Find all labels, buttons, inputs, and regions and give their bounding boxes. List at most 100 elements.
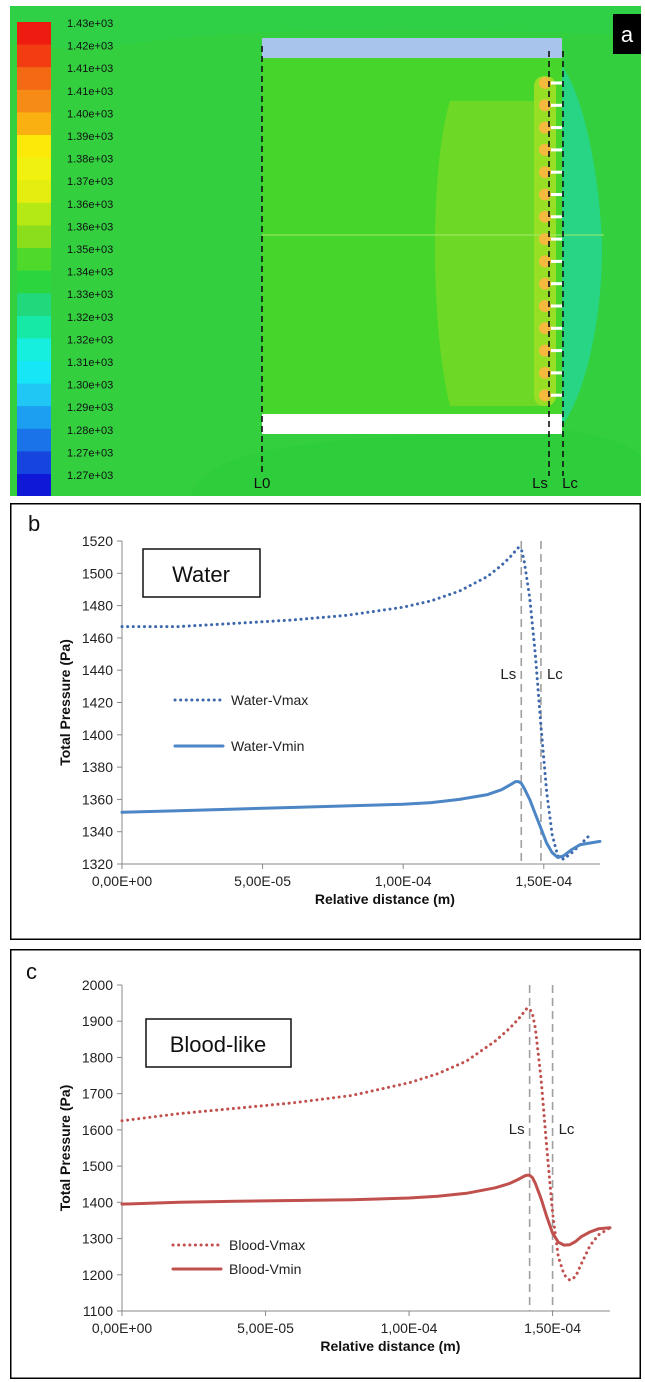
x-tick-label: 1,00E-04 (381, 1320, 438, 1336)
colorbar-swatch (17, 315, 51, 339)
bottom-outer-contour (190, 431, 641, 496)
x-tick-label: 0,00E+00 (92, 873, 153, 889)
stent-node (539, 344, 551, 357)
stent-strut (551, 170, 562, 174)
y-tick-label: 1320 (82, 856, 113, 872)
panel-tag: b (28, 511, 40, 536)
stent-node (539, 300, 551, 312)
y-tick-label: 1360 (82, 791, 113, 807)
stent-node (539, 121, 551, 134)
y-tick-label: 1100 (83, 1303, 113, 1319)
colorbar-label: 1.29e+03 (67, 402, 113, 414)
y-tick-label: 1400 (82, 1194, 113, 1210)
lc-marker-label: Lc (559, 1121, 575, 1138)
y-tick-label: 1420 (82, 695, 113, 711)
panel-tag-box (613, 14, 641, 54)
colorbar-label: 1.39e+03 (67, 131, 113, 143)
ls-marker-label: Ls (500, 666, 516, 683)
colorbar-label: 1.41e+03 (67, 86, 113, 98)
colorbar-swatch (17, 22, 51, 46)
x-tick-label: 5,00E-05 (234, 873, 291, 889)
blood-plot: 1100 1200 1300 1400 1500 1600 1700 1800 1900 2000… (57, 977, 612, 1354)
y-axis-label: Total Pressure (Pa) (57, 639, 73, 766)
colorbar-swatch (17, 270, 51, 294)
x-tick-label: 5,00E-05 (237, 1320, 294, 1336)
stent-node (539, 99, 551, 112)
y-tick-label: 1480 (82, 598, 113, 614)
colorbar-label: 1.38e+03 (67, 154, 113, 166)
stent-strut (551, 349, 562, 353)
stent-strut (551, 393, 562, 397)
stent-strut (551, 81, 562, 85)
y-tick-label: 1400 (82, 727, 113, 743)
water-chart: b 1320 1340 1360 1380 1400 1420 1440 1460 1480 15… (10, 503, 641, 940)
stent-strut (551, 282, 562, 286)
stent-node (539, 366, 551, 379)
y-tick-label: 1340 (82, 824, 113, 840)
colorbar-swatch (17, 361, 51, 385)
title-box (145, 1018, 292, 1068)
colorbar-label: 1.40e+03 (67, 108, 113, 120)
stent-strut (551, 259, 562, 263)
stent-node (539, 255, 551, 268)
colorbar-label: 1.32e+03 (67, 312, 113, 324)
y-tick-label: 2000 (82, 977, 113, 993)
chart-frame (10, 503, 641, 940)
series-line (120, 1173, 612, 1247)
panel-tag: a (621, 22, 634, 47)
x-tick-label: 1,50E-04 (524, 1320, 581, 1336)
colorbar-label: 1.32e+03 (67, 334, 113, 346)
stent-strut (551, 215, 562, 219)
outer-teal-contour (562, 66, 602, 426)
stent-strut (551, 126, 562, 130)
stent-strut (551, 304, 562, 308)
stent-node (539, 166, 551, 179)
colorbar-swatch (17, 293, 51, 317)
colorbar-label: 1.35e+03 (67, 244, 113, 256)
y-axis-label: Total Pressure (Pa) (57, 1085, 73, 1212)
stent-strut (551, 193, 562, 196)
inner-bulge-contour (435, 101, 548, 406)
colorbar-label: 1.30e+03 (67, 380, 113, 392)
top-wall (262, 38, 562, 58)
y-tick-label: 1200 (82, 1267, 113, 1283)
lc-marker-label: Lc (547, 666, 563, 683)
stent-strut (551, 148, 562, 152)
y-tick-label: 1700 (82, 1086, 113, 1102)
y-tick-label: 1800 (82, 1049, 113, 1065)
chart-title: Blood-like (170, 1032, 267, 1057)
stent-strut (551, 371, 562, 375)
colorbar: 1.43e+03 1.42e+03 1.41e+03 1.41e+03 1.40e+03… (17, 18, 113, 496)
colorbar-label: 1.27e+03 (67, 470, 113, 482)
x-axis-label: Relative distance (m) (315, 891, 455, 907)
colorbar-swatch (17, 202, 51, 226)
bottom-wall (262, 414, 562, 434)
contour-panel: 1.43e+03 1.42e+03 1.41e+03 1.41e+03 1.40e+03… (10, 6, 641, 496)
water-plot: 1320 1340 1360 1380 1400 1420 1440 1460 1480 1500… (57, 533, 602, 907)
colorbar-swatch (17, 67, 51, 91)
chart-title: Water (172, 562, 230, 587)
series-line (120, 780, 602, 859)
stent-strut (551, 237, 562, 241)
legend-label: Blood-Vmax (229, 1237, 305, 1253)
colorbar-swatch (17, 89, 51, 113)
colorbar-label: 1.36e+03 (67, 199, 113, 211)
ls-marker-label: Ls (509, 1121, 525, 1138)
y-tick-label: 1500 (82, 565, 113, 581)
legend-label: Water-Vmin (231, 738, 304, 754)
series-line (120, 1007, 612, 1282)
colorbar-label: 1.34e+03 (67, 267, 113, 279)
stent-node (539, 277, 551, 290)
y-tick-label: 1300 (82, 1231, 113, 1247)
stent-struts (539, 77, 562, 402)
y-tick-label: 1500 (82, 1158, 113, 1174)
legend-label: Water-Vmax (231, 692, 308, 708)
y-tick-label: 1600 (82, 1122, 113, 1138)
colorbar-swatch (17, 112, 51, 136)
colorbar-label: 1.37e+03 (67, 176, 113, 188)
colorbar-swatch (17, 451, 51, 475)
legend-label: Blood-Vmin (229, 1261, 301, 1277)
colorbar-swatch (17, 44, 51, 68)
colorbar-swatch (17, 180, 51, 204)
stent-strut (551, 326, 562, 330)
